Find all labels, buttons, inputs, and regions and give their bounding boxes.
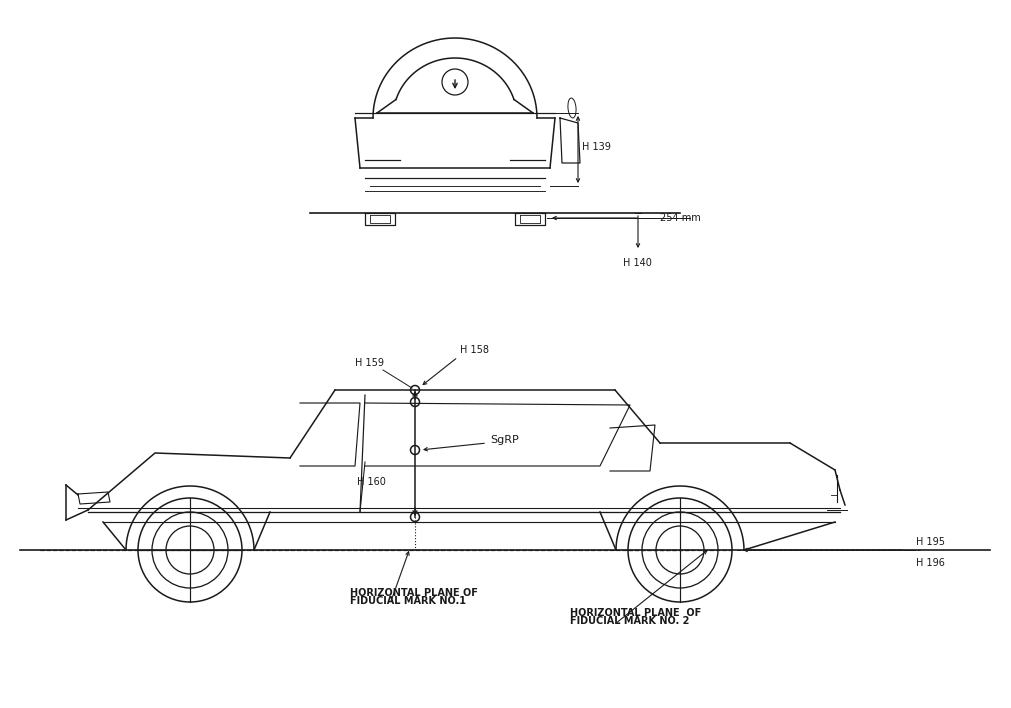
Text: H 158: H 158: [460, 345, 488, 355]
Text: H 140: H 140: [623, 258, 651, 268]
Text: H 139: H 139: [581, 142, 611, 152]
Text: SgRP: SgRP: [489, 435, 519, 445]
Text: HORIZONTAL PLANE OF: HORIZONTAL PLANE OF: [350, 588, 477, 598]
Text: FIDUCIAL MARK NO.1: FIDUCIAL MARK NO.1: [350, 596, 465, 606]
Text: FIDUCIAL MARK NO. 2: FIDUCIAL MARK NO. 2: [569, 616, 688, 626]
Text: —  254 mm: — 254 mm: [643, 213, 700, 223]
Text: HORIZONTAL PLANE  OF: HORIZONTAL PLANE OF: [569, 608, 701, 618]
Text: H 196: H 196: [915, 558, 944, 568]
Text: H 159: H 159: [355, 358, 383, 368]
Text: H 195: H 195: [915, 537, 944, 547]
Text: H 160: H 160: [357, 477, 385, 487]
